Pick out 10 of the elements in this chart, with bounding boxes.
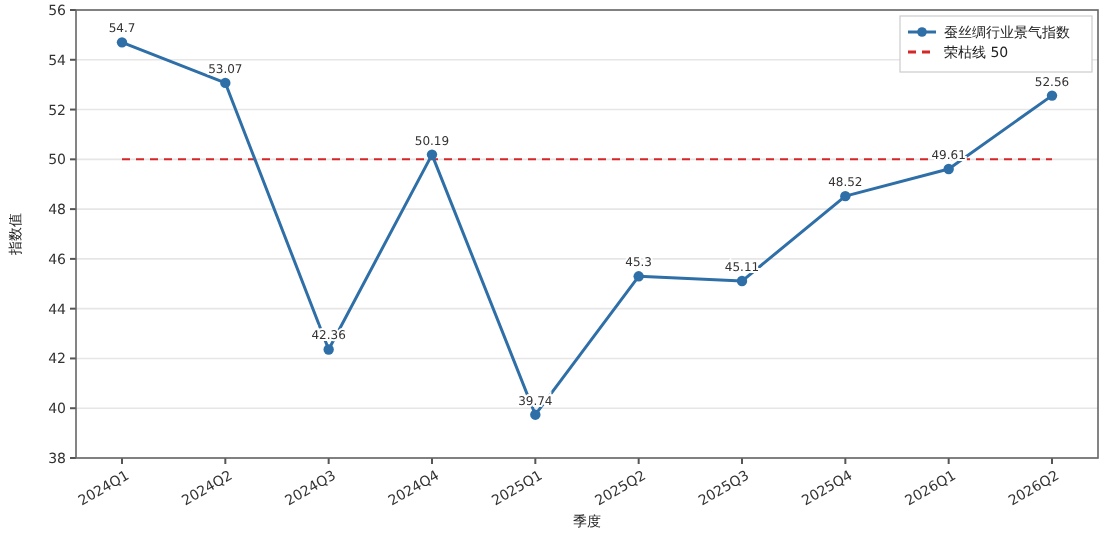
point bbox=[840, 190, 851, 202]
point bbox=[736, 275, 748, 287]
point bbox=[220, 77, 231, 89]
point bbox=[1046, 90, 1058, 101]
point bbox=[943, 163, 954, 175]
point bbox=[323, 344, 334, 355]
point bbox=[426, 149, 438, 160]
point bbox=[116, 37, 128, 48]
point bbox=[530, 409, 541, 420]
point bbox=[633, 271, 644, 282]
